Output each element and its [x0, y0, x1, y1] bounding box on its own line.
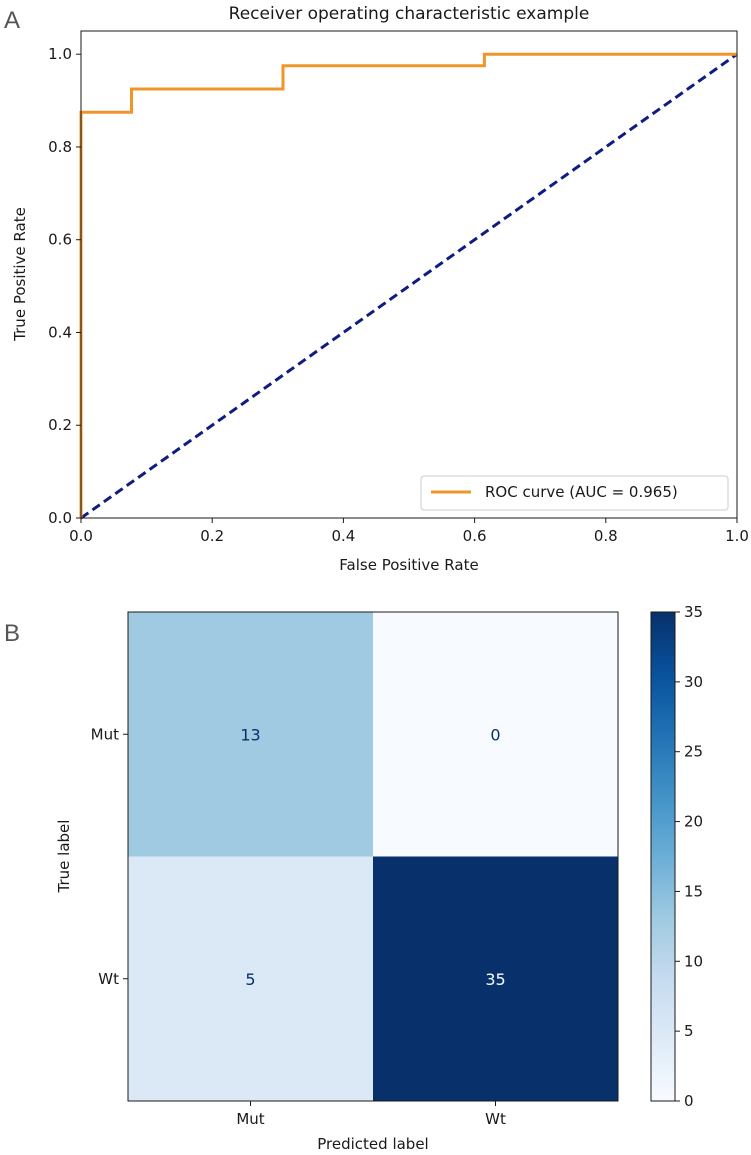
roc-series-layer — [79, 52, 738, 520]
matrix-cells: 13 0 5 35 — [128, 612, 618, 1101]
roc-chart: Receiver operating characteristic exampl… — [11, 4, 749, 574]
roc-y-tick-label: 0.6 — [48, 231, 72, 249]
roc-x-tick-label: 0.4 — [331, 527, 355, 545]
roc-y-axis-label: True Positive Rate — [11, 207, 29, 342]
colorbar-tick-label: 0 — [684, 1092, 694, 1110]
roc-legend-box — [420, 475, 729, 511]
colorbar-tick-label: 10 — [684, 952, 703, 970]
matrix-cell — [128, 612, 373, 857]
matrix-cell-value: 13 — [240, 725, 260, 744]
matrix-y-tick-label: Mut — [91, 725, 119, 743]
confusion-matrix: 13 0 5 35 Mut Wt Mut Wt Predicted label True … — [55, 603, 703, 1153]
colorbar-tick-label: 30 — [684, 673, 703, 691]
colorbar-ticks: 0 5 10 15 20 25 30 35 — [675, 603, 703, 1110]
roc-x-tick-label: 0.0 — [69, 527, 93, 545]
colorbar-tick-label: 25 — [684, 743, 703, 761]
roc-x-ticks: 0.0 0.2 0.4 0.6 0.8 1.0 — [69, 518, 749, 545]
matrix-x-tick-label: Wt — [485, 1110, 506, 1128]
matrix-cell-value: 5 — [245, 970, 255, 989]
roc-legend-label: ROC curve (AUC = 0.965) — [485, 483, 678, 501]
colorbar-tick-label: 15 — [684, 882, 703, 900]
matrix-frame — [127, 611, 619, 1102]
roc-x-tick-label: 0.6 — [463, 527, 487, 545]
matrix-x-ticks: Mut Wt — [236, 1101, 506, 1128]
panel-a-letter: A — [4, 7, 20, 34]
matrix-cell-value: 35 — [485, 970, 505, 989]
roc-x-axis-label: False Positive Rate — [339, 556, 478, 574]
roc-y-tick-label: 1.0 — [48, 45, 72, 63]
matrix-cell — [373, 856, 618, 1101]
colorbar — [650, 611, 676, 1102]
matrix-cell — [128, 856, 373, 1101]
roc-y-ticks: 0.0 0.2 0.4 0.6 0.8 1.0 — [48, 45, 81, 527]
matrix-x-axis-label: Predicted label — [317, 1135, 428, 1153]
colorbar-tick-label: 20 — [684, 813, 703, 831]
matrix-y-ticks: Mut Wt — [91, 725, 128, 988]
roc-y-tick-label: 0.2 — [48, 416, 72, 434]
roc-x-tick-label: 1.0 — [725, 527, 749, 545]
matrix-y-tick-label: Wt — [98, 970, 119, 988]
roc-x-tick-label: 0.2 — [200, 527, 224, 545]
colorbar-tick-label: 5 — [684, 1022, 694, 1040]
roc-curve-line — [79, 52, 737, 518]
panel-b-letter: B — [4, 620, 20, 647]
roc-y-tick-label: 0.4 — [48, 323, 72, 341]
matrix-x-tick-label: Mut — [236, 1110, 264, 1128]
matrix-cell — [373, 612, 618, 857]
roc-legend: ROC curve (AUC = 0.965) — [420, 475, 729, 511]
chance-diagonal-line — [80, 52, 738, 520]
roc-title: Receiver operating characteristic exampl… — [229, 4, 590, 24]
roc-y-tick-label: 0.8 — [48, 138, 72, 156]
roc-y-tick-label: 0.0 — [48, 509, 72, 527]
matrix-cell-value: 0 — [490, 725, 500, 744]
roc-x-tick-label: 0.8 — [594, 527, 618, 545]
roc-axes-frame — [80, 30, 738, 519]
matrix-y-axis-label: True label — [55, 820, 73, 894]
colorbar-tick-label: 35 — [684, 603, 703, 621]
